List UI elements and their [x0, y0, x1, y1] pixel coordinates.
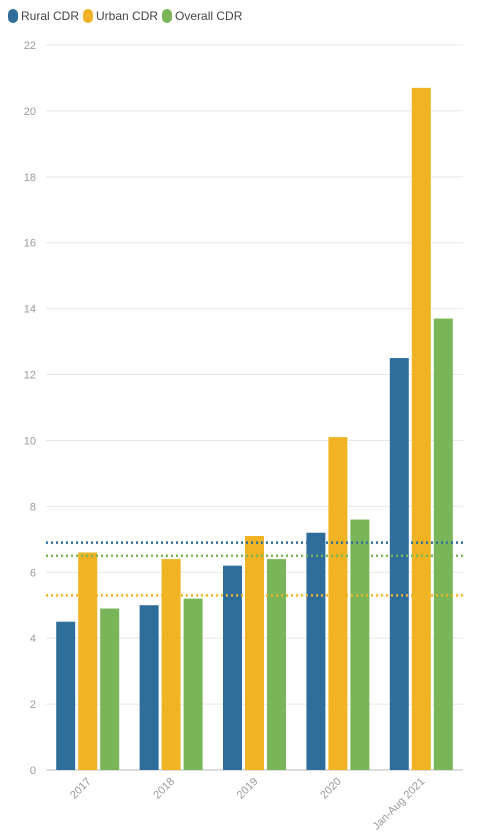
bar-overall	[433, 318, 453, 770]
legend-item-overall[interactable]: Overall CDR	[162, 9, 242, 23]
x-tick-label: 2019	[235, 776, 261, 802]
x-tick-label: 2020	[318, 776, 344, 802]
legend-swatch-urban	[83, 9, 94, 23]
bar-overall	[267, 559, 286, 770]
legend-swatch-rural	[8, 9, 18, 23]
legend-label-overall: Overall CDR	[175, 9, 243, 23]
bar-overall	[350, 519, 370, 770]
bar-rural	[223, 565, 242, 770]
y-tick-label: 4	[30, 633, 36, 645]
bar-overall	[183, 598, 203, 770]
bar-urban	[161, 559, 181, 770]
legend-label-urban: Urban CDR	[96, 9, 159, 23]
bar-rural	[306, 532, 326, 770]
y-tick-label: 20	[24, 106, 36, 118]
bar-urban	[78, 552, 98, 770]
y-tick-label: 16	[24, 238, 36, 250]
legend-label-rural: Rural CDR	[21, 9, 80, 23]
y-tick-label: 18	[24, 172, 36, 184]
bar-urban	[245, 536, 264, 770]
legend-item-rural[interactable]: Rural CDR	[8, 9, 79, 23]
bar-urban	[411, 87, 431, 770]
legend-item-urban[interactable]: Urban CDR	[83, 9, 158, 23]
y-tick-label: 2	[30, 699, 36, 711]
y-tick-label: 8	[30, 501, 36, 513]
y-tick-label: 14	[24, 304, 36, 316]
x-tick-label: 2017	[68, 776, 94, 802]
bar-urban	[328, 437, 348, 770]
legend-swatch-overall	[162, 9, 173, 23]
y-tick-label: 22	[24, 40, 36, 52]
bar-rural	[389, 358, 409, 770]
y-tick-label: 10	[24, 435, 36, 447]
y-tick-label: 12	[24, 370, 36, 382]
bar-rural	[56, 621, 76, 770]
bar-rural	[139, 605, 159, 770]
x-tick-label: 2018	[151, 776, 177, 802]
y-tick-label: 0	[30, 765, 36, 777]
bar-overall	[100, 608, 120, 770]
legend: Rural CDR Urban CDR Overall CDR	[8, 9, 246, 23]
y-tick-label: 6	[30, 567, 36, 579]
x-tick-label: Jan-Aug 2021	[370, 776, 427, 833]
